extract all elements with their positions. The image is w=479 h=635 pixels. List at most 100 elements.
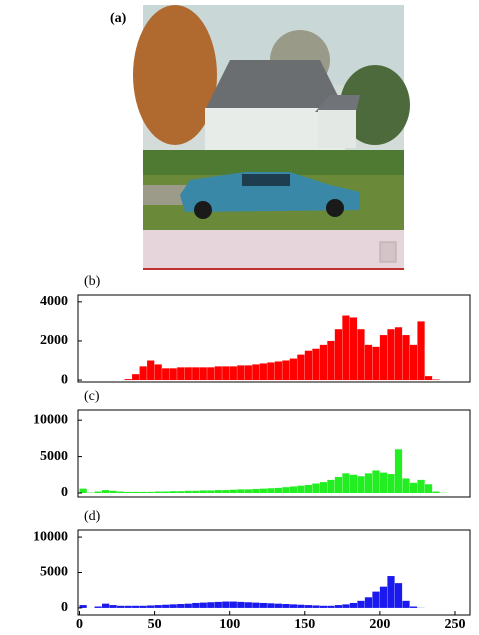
histogram-bar (200, 490, 207, 493)
panel-label: (c) (84, 389, 100, 404)
histogram-bar (275, 488, 282, 493)
histogram-bar (380, 587, 387, 608)
histogram-bar (140, 606, 147, 608)
y-tick-label: 5000 (40, 565, 68, 580)
histogram-bar (245, 602, 252, 608)
histogram-bar (342, 604, 349, 608)
histogram-bar (335, 605, 342, 608)
histogram-bar (125, 379, 132, 380)
histogram-bar (237, 365, 244, 380)
histogram-bar (320, 482, 327, 493)
histogram-bar (192, 603, 199, 608)
histogram-bar (402, 601, 409, 608)
figure: (a) (b)020004000(c)0500010000(d)05000100… (0, 0, 479, 635)
y-tick-label: 10000 (33, 412, 68, 427)
panel-label: (d) (84, 509, 101, 524)
histogram-bar (275, 361, 282, 380)
histogram-bar (395, 583, 402, 608)
histogram-bar (215, 602, 222, 608)
histogram-bar (147, 605, 154, 607)
histogram-bar (410, 345, 417, 380)
histogram-bar (222, 366, 229, 380)
x-tick-label: 250 (444, 617, 465, 632)
histogram-bar (177, 491, 184, 493)
histogram-bar (237, 602, 244, 608)
histogram-bar (80, 489, 87, 493)
histogram-bar (425, 376, 432, 380)
histogram-bar (365, 597, 372, 608)
histogram-bar (342, 473, 349, 493)
histogram-bar (312, 605, 319, 607)
histogram-bar (230, 602, 237, 608)
histogram-bar (245, 489, 252, 493)
y-tick-label: 2000 (40, 333, 68, 348)
histogram-bar (260, 489, 267, 493)
histogram-bar (215, 490, 222, 493)
histogram-bar (252, 489, 259, 493)
histogram-bar (252, 364, 259, 380)
histogram-bar (267, 603, 274, 608)
histogram-bar (260, 363, 267, 380)
histogram-bar (215, 366, 222, 380)
histogram-bar (395, 327, 402, 380)
histogram-bar (162, 368, 169, 380)
histogram-bar (132, 492, 139, 493)
histogram-bar (327, 341, 334, 380)
histogram-bar (102, 604, 109, 608)
histogram-bar (140, 492, 147, 493)
histogram-bar (410, 607, 417, 608)
y-tick-label: 10000 (33, 529, 68, 544)
histogram-bar (185, 367, 192, 380)
histogram-bar (402, 335, 409, 380)
histogram-bar (417, 321, 424, 380)
histogram-bar (95, 492, 102, 493)
histogram-bar (372, 592, 379, 608)
histogram-bar (290, 359, 297, 381)
histogram-bar (147, 360, 154, 380)
y-tick-label: 4000 (40, 294, 68, 309)
histogram-bar (170, 491, 177, 493)
histogram-bar (395, 449, 402, 493)
histogram-bar (230, 490, 237, 493)
histogram-bar (350, 475, 357, 493)
x-tick-label: 200 (369, 617, 390, 632)
plot-frame (78, 530, 470, 615)
histogram-bar (432, 492, 439, 493)
y-tick-label: 5000 (40, 449, 68, 464)
y-tick-label: 0 (61, 600, 68, 615)
x-tick-label: 150 (294, 617, 315, 632)
histogram-bar (260, 603, 267, 608)
histogram-bar (387, 576, 394, 608)
histogram-bar (282, 487, 289, 493)
histogram-bar (147, 492, 154, 493)
histogram-bar (417, 480, 424, 493)
histogram-bar (365, 345, 372, 380)
histogram-bar (230, 366, 237, 380)
histogram-bar (372, 470, 379, 493)
histogram-bar (305, 605, 312, 608)
histogram-bar (95, 607, 102, 608)
histogram-bar (305, 485, 312, 493)
histogram-bar (102, 490, 109, 493)
histogram-bar (125, 606, 132, 608)
histogram-bar (320, 345, 327, 380)
histogram-bar (275, 604, 282, 608)
histogram-bar (177, 604, 184, 608)
histogram-bar (350, 317, 357, 380)
histogram-bar (282, 604, 289, 608)
histogram-bar (312, 349, 319, 380)
histogram-bar (207, 367, 214, 380)
histogram-bar (327, 480, 334, 493)
histogram-bar (222, 602, 229, 608)
histogram-bar (125, 492, 132, 493)
histogram-bar (357, 601, 364, 608)
histogram-bar (267, 362, 274, 380)
panel-label: (a) (110, 11, 127, 26)
histogram-bar (222, 490, 229, 493)
panel-label: (b) (84, 274, 101, 289)
histogram-bar (432, 379, 439, 380)
histogram-bar (200, 367, 207, 380)
histogram-bar (207, 490, 214, 493)
histogram-bar (155, 364, 162, 380)
histogram-bar (290, 486, 297, 493)
